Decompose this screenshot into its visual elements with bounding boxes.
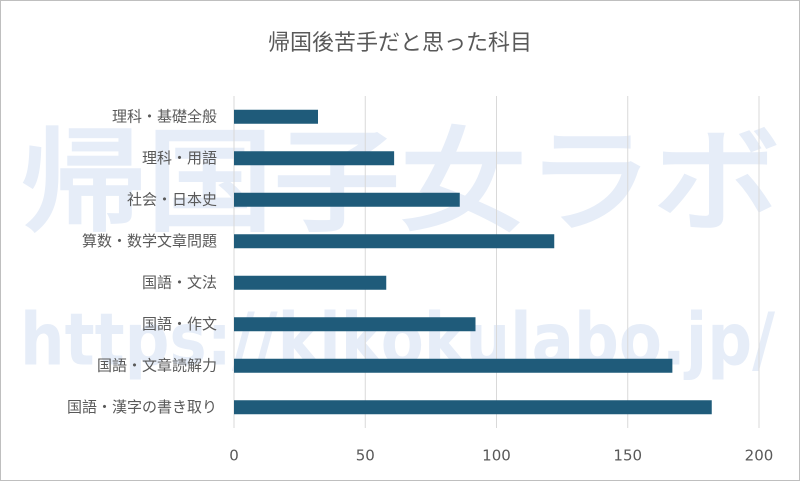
bar: [234, 400, 712, 415]
x-tick-label: 200: [745, 447, 774, 465]
y-tick-label: 国語・文章読解力: [97, 356, 217, 374]
y-tick-label: 国語・漢字の書き取り: [67, 398, 217, 416]
y-tick-label: 国語・作文: [142, 315, 217, 333]
bar: [234, 192, 460, 207]
chart-title: 帰国後苦手だと思った科目: [268, 31, 532, 56]
x-tick-label: 50: [356, 447, 375, 465]
bar: [234, 109, 318, 124]
y-tick-label: 算数・数学文章問題: [82, 232, 217, 250]
y-tick-label: 社会・日本史: [127, 190, 217, 208]
y-tick-label: 理科・用語: [142, 149, 217, 167]
bar: [234, 317, 476, 332]
x-tick-label: 100: [482, 447, 511, 465]
bar: [234, 275, 387, 290]
y-tick-label: 国語・文法: [142, 273, 217, 291]
x-tick-label: 0: [229, 447, 239, 465]
bar: [234, 234, 555, 249]
bar: [234, 151, 395, 166]
watermark: 帰国子女ラボ: [20, 118, 780, 248]
y-tick-label: 理科・基礎全般: [112, 107, 217, 125]
x-tick-label: 150: [613, 447, 642, 465]
bar: [234, 358, 673, 373]
